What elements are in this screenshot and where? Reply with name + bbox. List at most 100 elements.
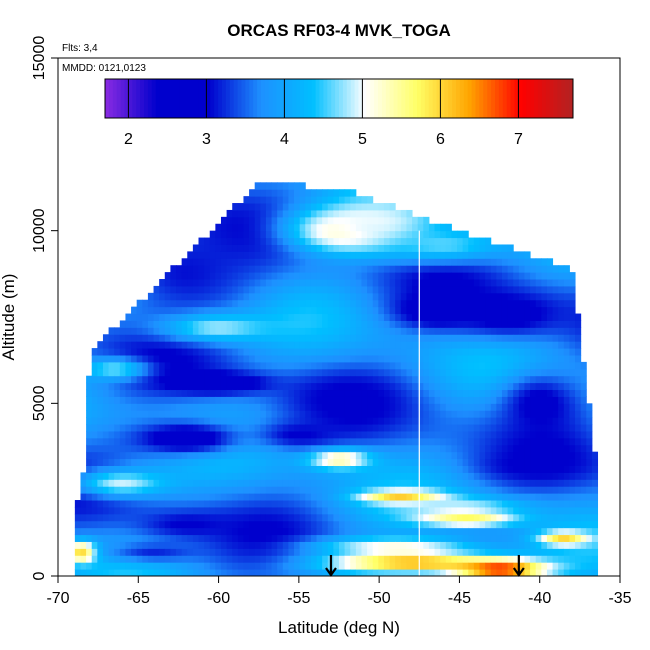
heatmap-cell <box>350 216 357 225</box>
heatmap-cell <box>434 451 441 460</box>
heatmap-cell <box>389 244 396 252</box>
heatmap-cell <box>423 285 430 294</box>
heatmap-cell <box>204 368 211 377</box>
heatmap-cell <box>294 479 301 487</box>
heatmap-cell <box>586 486 593 494</box>
heatmap-cell <box>518 506 525 515</box>
heatmap-cell <box>249 555 256 563</box>
heatmap-cell <box>355 348 362 356</box>
heatmap-cell <box>563 279 570 287</box>
heatmap-cell <box>350 368 357 377</box>
heatmap-cell <box>243 424 250 432</box>
heatmap-cell <box>344 237 351 245</box>
heatmap-cell <box>310 382 318 391</box>
heatmap-cell <box>249 458 256 466</box>
heatmap-cell <box>462 500 469 508</box>
heatmap-cell <box>215 327 222 335</box>
heatmap-cell <box>412 520 419 529</box>
heatmap-cell <box>204 541 211 549</box>
heatmap-cell <box>220 430 228 439</box>
heatmap-cell <box>591 493 599 501</box>
heatmap-cell <box>473 486 480 494</box>
heatmap-cell <box>243 548 250 556</box>
heatmap-cell <box>142 541 149 549</box>
heatmap-cell <box>305 403 312 411</box>
heatmap-cell <box>220 541 228 549</box>
heatmap-cell <box>563 486 570 494</box>
heatmap-cell <box>147 569 155 577</box>
heatmap-cell <box>473 451 480 460</box>
heatmap-cell <box>496 500 503 508</box>
heatmap-cell <box>350 389 357 397</box>
colorbar-cell <box>463 79 469 118</box>
heatmap-cell <box>496 244 503 252</box>
colorbar-tick-label: 4 <box>280 131 289 148</box>
heatmap-cell <box>226 209 233 218</box>
heatmap-cell <box>282 265 289 273</box>
heatmap-cell <box>473 272 480 280</box>
heatmap-cell <box>294 410 301 418</box>
heatmap-cell <box>417 279 424 287</box>
heatmap-cell <box>541 417 548 425</box>
heatmap-cell <box>575 348 582 356</box>
heatmap-cell <box>457 396 464 404</box>
heatmap-cell <box>125 396 132 404</box>
heatmap-cell <box>468 548 475 556</box>
heatmap-cell <box>232 437 239 446</box>
heatmap-cell <box>170 506 177 515</box>
heatmap-cell <box>350 341 357 349</box>
heatmap-cell <box>327 258 334 266</box>
colorbar-cell <box>186 79 192 118</box>
heatmap-cell <box>535 562 542 570</box>
heatmap-cell <box>344 562 351 570</box>
heatmap-cell <box>310 306 318 315</box>
heatmap-cell <box>265 472 273 480</box>
heatmap-cell <box>501 313 509 321</box>
heatmap-cell <box>226 327 233 335</box>
heatmap-cell <box>524 382 531 391</box>
heatmap-cell <box>226 265 233 273</box>
heatmap-cell <box>558 562 565 570</box>
heatmap-cell <box>226 555 233 563</box>
heatmap-cell <box>260 548 267 556</box>
heatmap-cell <box>563 382 570 391</box>
heatmap-cell <box>333 272 340 280</box>
heatmap-cell <box>552 548 559 556</box>
heatmap-cell <box>412 368 419 377</box>
heatmap-cell <box>102 458 110 466</box>
heatmap-cell <box>591 472 599 480</box>
heatmap-cell <box>490 451 497 460</box>
heatmap-cell <box>254 292 261 301</box>
heatmap-cell <box>451 306 458 315</box>
heatmap-cell <box>249 424 256 432</box>
heatmap-cell <box>400 403 407 411</box>
heatmap-cell <box>518 292 525 301</box>
heatmap-cell <box>378 500 385 508</box>
heatmap-cell <box>176 506 183 515</box>
heatmap-cell <box>367 265 374 273</box>
heatmap-cell <box>114 562 121 570</box>
heatmap-cell <box>215 451 222 460</box>
heatmap-cell <box>558 548 565 556</box>
x-axis-title: Latitude (deg N) <box>278 618 400 637</box>
heatmap-cell <box>322 520 329 529</box>
heatmap-cell <box>496 424 503 432</box>
heatmap-cell <box>383 320 391 328</box>
heatmap-cell <box>299 361 306 370</box>
heatmap-cell <box>209 237 216 245</box>
heatmap-cell <box>423 569 430 577</box>
colorbar-cell <box>393 79 398 118</box>
heatmap-cell <box>131 569 138 577</box>
heatmap-cell <box>232 569 239 577</box>
heatmap-cell <box>226 313 233 321</box>
heatmap-cell <box>524 548 531 556</box>
heatmap-cell <box>322 265 329 273</box>
heatmap-cell <box>552 541 559 549</box>
heatmap-cell <box>249 265 256 273</box>
heatmap-cell <box>395 410 402 418</box>
heatmap-cell <box>513 396 520 404</box>
heatmap-cell <box>552 313 559 321</box>
heatmap-cell <box>355 313 362 321</box>
heatmap-cell <box>187 299 194 308</box>
heatmap-cell <box>187 569 194 577</box>
